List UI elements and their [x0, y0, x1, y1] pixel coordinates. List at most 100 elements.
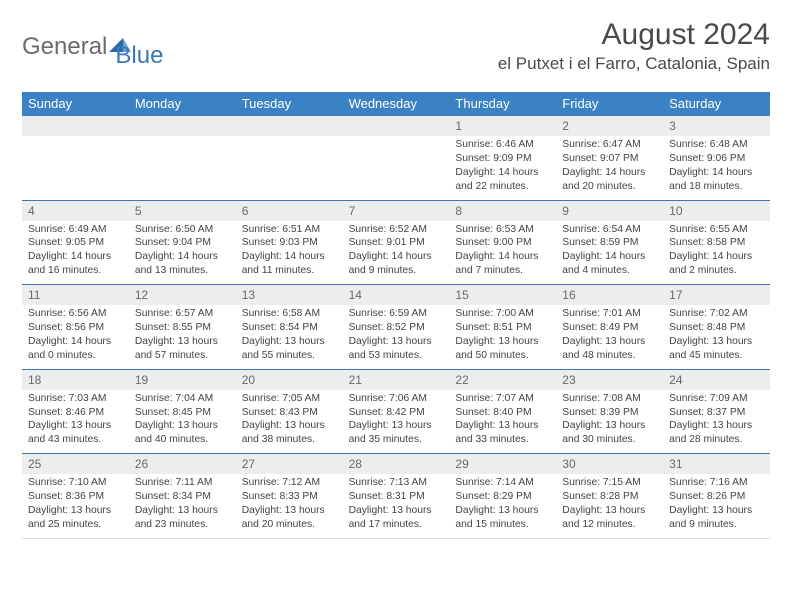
sunrise-text: Sunrise: 7:16 AM: [669, 476, 764, 490]
weekday-header: Thursday: [449, 92, 556, 116]
daylight2-text: and 33 minutes.: [455, 433, 550, 447]
daylight1-text: Daylight: 13 hours: [242, 504, 337, 518]
daylight2-text: and 43 minutes.: [28, 433, 123, 447]
sunset-text: Sunset: 8:45 PM: [135, 406, 230, 420]
daylight2-text: and 20 minutes.: [242, 518, 337, 532]
day-cell: Sunrise: 6:48 AMSunset: 9:06 PMDaylight:…: [663, 136, 770, 200]
sunset-text: Sunset: 8:43 PM: [242, 406, 337, 420]
daylight2-text: and 18 minutes.: [669, 180, 764, 194]
day-cell: Sunrise: 6:55 AMSunset: 8:58 PMDaylight:…: [663, 221, 770, 285]
sunset-text: Sunset: 8:42 PM: [349, 406, 444, 420]
day-number: 4: [22, 201, 129, 221]
daylight2-text: and 17 minutes.: [349, 518, 444, 532]
day-number-row: 18192021222324: [22, 370, 770, 390]
day-content-row: Sunrise: 7:10 AMSunset: 8:36 PMDaylight:…: [22, 474, 770, 538]
day-number: 15: [449, 285, 556, 305]
daylight2-text: and 12 minutes.: [562, 518, 657, 532]
sunset-text: Sunset: 8:58 PM: [669, 236, 764, 250]
daylight2-text: and 23 minutes.: [135, 518, 230, 532]
sunrise-text: Sunrise: 6:46 AM: [455, 138, 550, 152]
daylight1-text: Daylight: 13 hours: [455, 335, 550, 349]
day-cell: Sunrise: 6:53 AMSunset: 9:00 PMDaylight:…: [449, 221, 556, 285]
day-number: 1: [449, 116, 556, 136]
daylight2-text: and 30 minutes.: [562, 433, 657, 447]
daylight1-text: Daylight: 13 hours: [135, 504, 230, 518]
sunrise-text: Sunrise: 6:50 AM: [135, 223, 230, 237]
sunset-text: Sunset: 8:49 PM: [562, 321, 657, 335]
day-number: 28: [343, 454, 450, 474]
day-cell: Sunrise: 6:57 AMSunset: 8:55 PMDaylight:…: [129, 305, 236, 369]
day-number: 11: [22, 285, 129, 305]
week-row: 123Sunrise: 6:46 AMSunset: 9:09 PMDaylig…: [22, 116, 770, 200]
sunrise-text: Sunrise: 7:11 AM: [135, 476, 230, 490]
sunrise-text: Sunrise: 6:53 AM: [455, 223, 550, 237]
day-cell: Sunrise: 6:59 AMSunset: 8:52 PMDaylight:…: [343, 305, 450, 369]
sunrise-text: Sunrise: 6:47 AM: [562, 138, 657, 152]
sunset-text: Sunset: 8:37 PM: [669, 406, 764, 420]
daylight2-text: and 11 minutes.: [242, 264, 337, 278]
daylight2-text: and 7 minutes.: [455, 264, 550, 278]
daylight2-text: and 9 minutes.: [669, 518, 764, 532]
day-cell: Sunrise: 6:47 AMSunset: 9:07 PMDaylight:…: [556, 136, 663, 200]
day-content-row: Sunrise: 6:56 AMSunset: 8:56 PMDaylight:…: [22, 305, 770, 369]
day-number: 24: [663, 370, 770, 390]
day-number: [236, 116, 343, 136]
sunrise-text: Sunrise: 7:08 AM: [562, 392, 657, 406]
daylight2-text: and 57 minutes.: [135, 349, 230, 363]
daylight1-text: Daylight: 14 hours: [242, 250, 337, 264]
sunrise-text: Sunrise: 6:52 AM: [349, 223, 444, 237]
day-cell: Sunrise: 7:15 AMSunset: 8:28 PMDaylight:…: [556, 474, 663, 538]
sunset-text: Sunset: 8:36 PM: [28, 490, 123, 504]
sunset-text: Sunset: 9:07 PM: [562, 152, 657, 166]
day-number: 26: [129, 454, 236, 474]
sunset-text: Sunset: 8:59 PM: [562, 236, 657, 250]
sunrise-text: Sunrise: 6:57 AM: [135, 307, 230, 321]
sunset-text: Sunset: 9:01 PM: [349, 236, 444, 250]
daylight2-text: and 22 minutes.: [455, 180, 550, 194]
day-cell: Sunrise: 7:01 AMSunset: 8:49 PMDaylight:…: [556, 305, 663, 369]
day-number: 12: [129, 285, 236, 305]
day-number: 16: [556, 285, 663, 305]
daylight2-text: and 48 minutes.: [562, 349, 657, 363]
day-cell: Sunrise: 7:04 AMSunset: 8:45 PMDaylight:…: [129, 390, 236, 454]
sunrise-text: Sunrise: 6:54 AM: [562, 223, 657, 237]
day-number: 29: [449, 454, 556, 474]
daylight1-text: Daylight: 14 hours: [28, 335, 123, 349]
daylight1-text: Daylight: 13 hours: [242, 419, 337, 433]
day-cell: Sunrise: 7:06 AMSunset: 8:42 PMDaylight:…: [343, 390, 450, 454]
daylight1-text: Daylight: 13 hours: [28, 419, 123, 433]
week-row: 25262728293031Sunrise: 7:10 AMSunset: 8:…: [22, 453, 770, 538]
daylight2-text: and 9 minutes.: [349, 264, 444, 278]
sunrise-text: Sunrise: 7:05 AM: [242, 392, 337, 406]
sunrise-text: Sunrise: 7:15 AM: [562, 476, 657, 490]
sunrise-text: Sunrise: 6:51 AM: [242, 223, 337, 237]
sunrise-text: Sunrise: 7:01 AM: [562, 307, 657, 321]
weekday-header: Sunday: [22, 92, 129, 116]
day-number: 9: [556, 201, 663, 221]
day-number: 20: [236, 370, 343, 390]
daylight1-text: Daylight: 13 hours: [349, 335, 444, 349]
week-row: 18192021222324Sunrise: 7:03 AMSunset: 8:…: [22, 369, 770, 454]
sunrise-text: Sunrise: 6:48 AM: [669, 138, 764, 152]
day-cell: Sunrise: 6:50 AMSunset: 9:04 PMDaylight:…: [129, 221, 236, 285]
day-number-row: 11121314151617: [22, 285, 770, 305]
daylight1-text: Daylight: 14 hours: [562, 250, 657, 264]
day-content-row: Sunrise: 6:49 AMSunset: 9:05 PMDaylight:…: [22, 221, 770, 285]
sunset-text: Sunset: 8:34 PM: [135, 490, 230, 504]
sunset-text: Sunset: 8:28 PM: [562, 490, 657, 504]
daylight1-text: Daylight: 13 hours: [669, 504, 764, 518]
sunrise-text: Sunrise: 7:07 AM: [455, 392, 550, 406]
daylight2-text: and 38 minutes.: [242, 433, 337, 447]
sunrise-text: Sunrise: 7:14 AM: [455, 476, 550, 490]
day-cell: Sunrise: 7:08 AMSunset: 8:39 PMDaylight:…: [556, 390, 663, 454]
sunset-text: Sunset: 9:04 PM: [135, 236, 230, 250]
daylight1-text: Daylight: 13 hours: [455, 504, 550, 518]
daylight2-text: and 45 minutes.: [669, 349, 764, 363]
day-cell: Sunrise: 6:49 AMSunset: 9:05 PMDaylight:…: [22, 221, 129, 285]
sunset-text: Sunset: 8:51 PM: [455, 321, 550, 335]
day-cell: Sunrise: 6:52 AMSunset: 9:01 PMDaylight:…: [343, 221, 450, 285]
sunrise-text: Sunrise: 7:00 AM: [455, 307, 550, 321]
daylight1-text: Daylight: 13 hours: [28, 504, 123, 518]
daylight1-text: Daylight: 13 hours: [669, 419, 764, 433]
daylight1-text: Daylight: 13 hours: [349, 504, 444, 518]
